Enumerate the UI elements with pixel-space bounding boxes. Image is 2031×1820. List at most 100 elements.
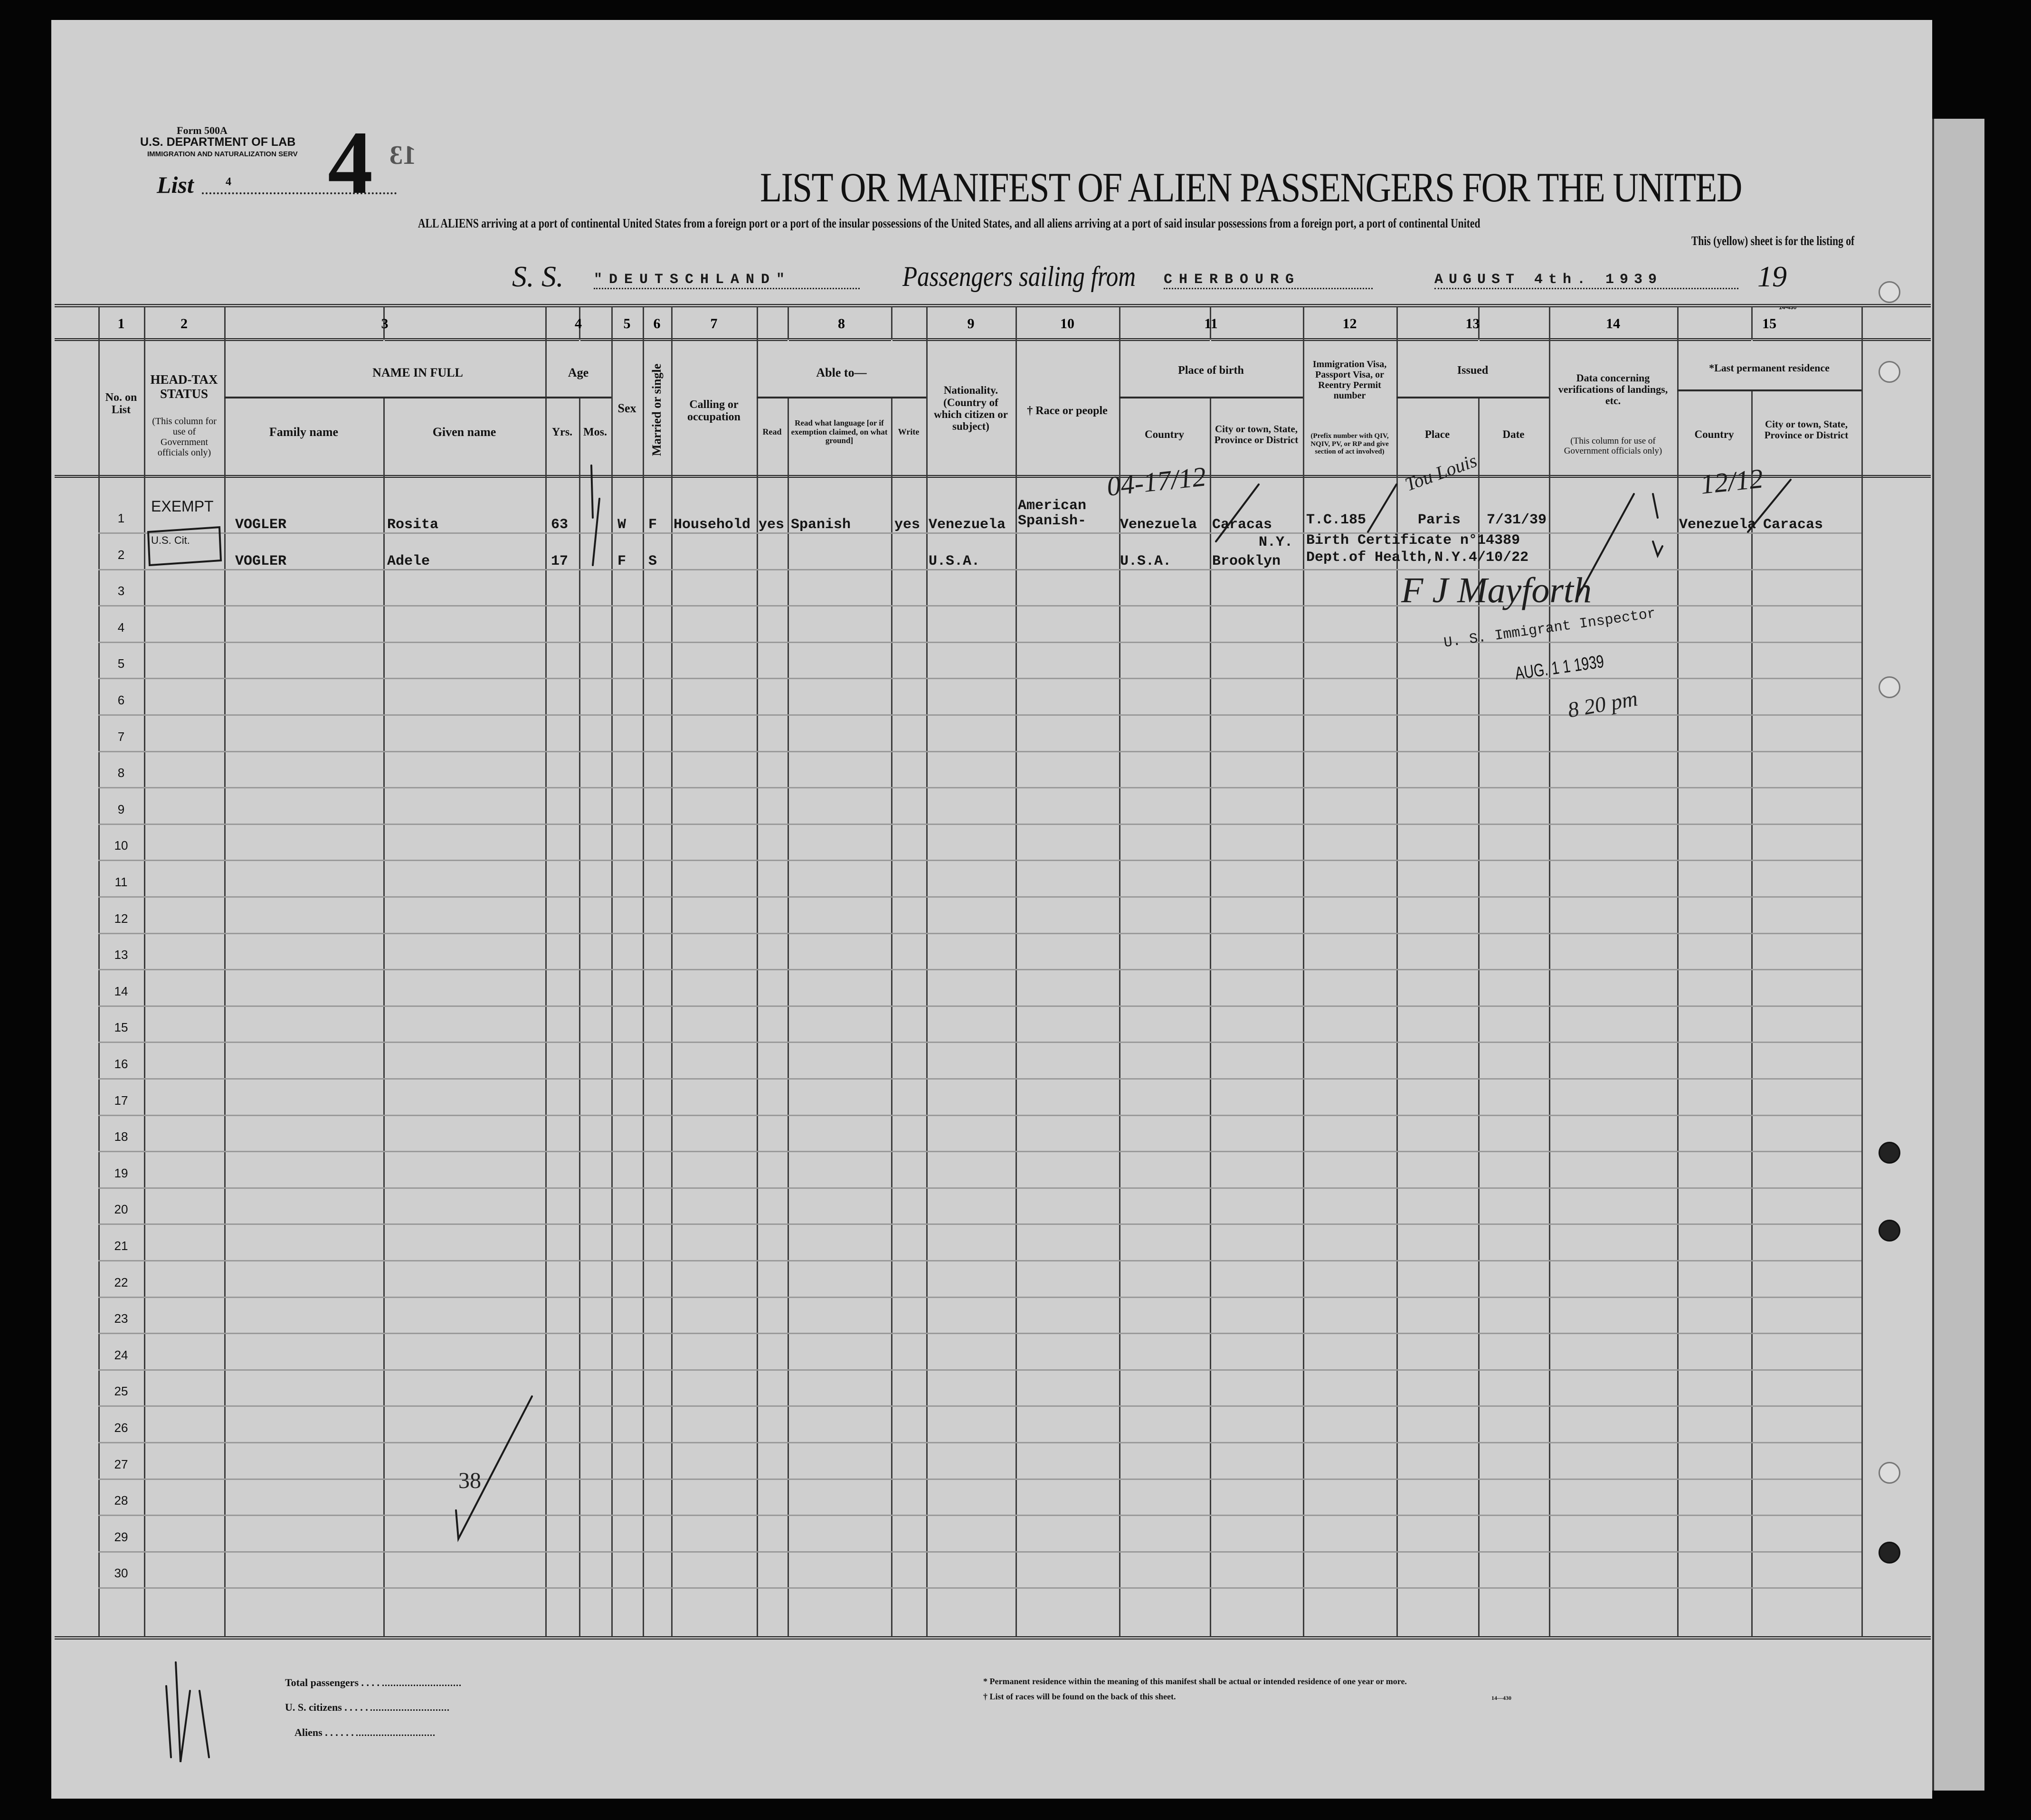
checkmark-issued xyxy=(1576,493,1635,599)
row-number: 26 xyxy=(114,1421,128,1435)
us-citizens-field[interactable] xyxy=(370,1709,449,1711)
row-line xyxy=(98,860,1861,862)
row-line xyxy=(98,750,1861,752)
row-line xyxy=(98,1551,1861,1553)
row-line xyxy=(98,1587,1861,1589)
footnote-races: † List of races will be found on the bac… xyxy=(983,1692,1176,1701)
punch-hole-icon xyxy=(1879,676,1900,698)
header-sex: Sex xyxy=(617,401,636,415)
row-line xyxy=(98,1042,1861,1043)
cell-issued-date: 7/31/39 xyxy=(1487,512,1547,528)
header-span-mask xyxy=(1751,340,1753,389)
cell-write: yes xyxy=(894,517,921,533)
checkmark-residence xyxy=(1747,479,1792,533)
column-number: 8 xyxy=(838,316,845,332)
column-divider xyxy=(1119,307,1120,1637)
column-number: 12 xyxy=(1342,316,1357,332)
column-number: 4 xyxy=(575,316,582,332)
row-number: 30 xyxy=(114,1566,128,1581)
punch-hole-icon xyxy=(1879,1220,1900,1242)
row-number: 23 xyxy=(114,1311,128,1326)
total-passengers-label: Total passengers xyxy=(285,1677,359,1688)
row-number: 7 xyxy=(117,729,125,744)
checkmark-birth xyxy=(1215,483,1260,542)
column-divider xyxy=(545,307,547,1637)
column-divider xyxy=(579,307,580,1637)
column-number: 5 xyxy=(623,316,631,332)
column-number: 11 xyxy=(1204,316,1218,332)
table-rule xyxy=(55,338,1931,341)
column-divider xyxy=(1478,307,1480,1637)
row-number: 29 xyxy=(114,1529,128,1544)
header-issued-date: Date xyxy=(1502,428,1525,441)
cell-sex: F xyxy=(617,553,626,569)
cell-family: VOGLER xyxy=(235,553,287,569)
cell-read: yes xyxy=(759,517,785,533)
year-label: 19 xyxy=(1757,261,1787,293)
header-head-tax: HEAD-TAX STATUS xyxy=(150,372,218,401)
header-visa: Immigration Visa, Passport Visa, or Reen… xyxy=(1312,359,1387,401)
row-number: 19 xyxy=(114,1166,128,1180)
column-divider xyxy=(1751,307,1753,1637)
aliens-label: Aliens xyxy=(294,1726,323,1738)
departure-date: AUGUST 4th. 1939 xyxy=(1434,272,1738,289)
us-cit-stamp-box xyxy=(147,526,222,567)
header-span-mask xyxy=(579,340,580,397)
row-number: 14 xyxy=(114,984,128,998)
row-line xyxy=(98,605,1861,607)
row-line xyxy=(98,1369,1861,1371)
cell-issued-place: Paris xyxy=(1418,512,1461,528)
header-visa-note: (Prefix number with QIV, NQIV, PV, or RP… xyxy=(1310,432,1389,456)
row-number: 15 xyxy=(114,1020,128,1035)
row-line xyxy=(98,969,1861,971)
row-line xyxy=(98,1260,1861,1261)
row-line xyxy=(98,641,1861,643)
cell-sex: W xyxy=(617,517,626,533)
column-number: 7 xyxy=(710,316,718,332)
checkmark-landing xyxy=(1652,493,1663,559)
cell-head-tax: EXEMPT xyxy=(151,498,214,515)
cell-language: Spanish xyxy=(791,517,851,533)
punch-hole-icon xyxy=(1879,281,1900,303)
cell-birth-country: U.S.A. xyxy=(1120,553,1172,569)
row-line xyxy=(98,1515,1861,1517)
header-res-city: City or town, State, Province or Distric… xyxy=(1764,418,1849,441)
subheader-rule xyxy=(1396,397,1549,398)
header-res-country: Country xyxy=(1694,428,1734,441)
row-number: 28 xyxy=(114,1493,128,1508)
header-race: † Race or people xyxy=(1027,404,1108,417)
punch-hole-icon xyxy=(1879,1142,1900,1164)
row-number: 16 xyxy=(114,1057,128,1071)
subheader-rule xyxy=(1119,397,1303,398)
row-line xyxy=(98,1114,1861,1116)
footer-form-code: 14—430 xyxy=(1491,1695,1511,1701)
aliens-field[interactable] xyxy=(356,1735,435,1736)
header-nationality: Nationality. (Country of which citizen o… xyxy=(934,384,1008,433)
column-divider xyxy=(671,307,673,1637)
header-span-mask xyxy=(383,340,385,397)
cell-nationality: U.S.A. xyxy=(929,553,980,569)
row-number: 24 xyxy=(114,1347,128,1362)
column-divider xyxy=(643,307,644,1637)
header-span-mask xyxy=(891,340,892,397)
total-passengers-field[interactable] xyxy=(382,1685,461,1686)
form-number: Form 500A xyxy=(177,124,228,136)
header-place-of-birth: Place of birth xyxy=(1178,364,1244,377)
row-number: 17 xyxy=(114,1093,128,1108)
list-big-number: 4 xyxy=(328,113,373,213)
us-citizens-label: U. S. citizens xyxy=(285,1701,342,1713)
header-read: Read xyxy=(762,427,782,437)
checkmark-age xyxy=(590,464,600,566)
column-divider xyxy=(1016,307,1017,1637)
column-divider xyxy=(1861,307,1863,1637)
cell-yrs: 17 xyxy=(551,553,569,569)
subtitle-2: This (yellow) sheet is for the listing o… xyxy=(1691,234,1854,248)
row-number: 9 xyxy=(117,802,125,816)
manifest-sheet xyxy=(51,20,1932,1799)
cell-birth-country: Venezuela xyxy=(1120,517,1197,533)
subheader-rule xyxy=(757,397,926,398)
cell-race-1: American xyxy=(1018,498,1087,514)
cell-res-city: Caracas xyxy=(1763,517,1823,533)
department-label: U.S. DEPARTMENT OF LAB xyxy=(140,135,296,149)
cell-birth-city: Caracas xyxy=(1212,517,1272,533)
